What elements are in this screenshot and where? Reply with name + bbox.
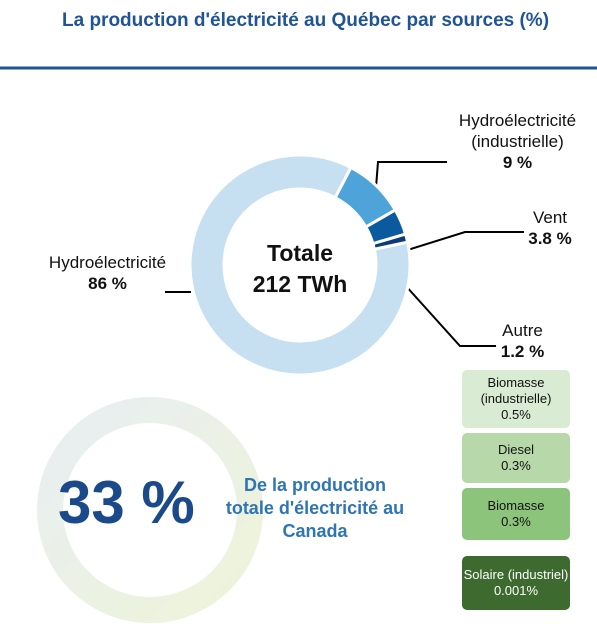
breakdown-box: Solaire (industriel) 0.001%	[462, 556, 570, 610]
slice-label: Autre 1.2 %	[480, 320, 565, 362]
slice-label: Vent 3.8 %	[505, 207, 595, 249]
slice-name: Vent	[532, 208, 568, 227]
donut	[188, 153, 412, 377]
donut-slice	[371, 232, 410, 251]
breakdown-value: 0.3%	[501, 458, 531, 473]
breakdown-value: 0.5%	[501, 407, 531, 422]
breakdown-name: Biomasse (industrielle)	[480, 375, 552, 406]
decor-ring	[37, 397, 263, 623]
center-line: Totale	[266, 240, 334, 266]
slice-value: 86 %	[88, 274, 127, 293]
breakdown-name: Biomasse	[487, 498, 545, 513]
breakdown-value: 0.3%	[501, 514, 531, 529]
center-line: 212 TWh	[252, 271, 348, 297]
breakdown-box: Biomasse (industrielle) 0.5%	[462, 370, 570, 428]
breakdown-name: Solaire (industriel)	[463, 567, 569, 582]
breakdown-box: Diesel 0.3%	[462, 433, 570, 483]
breakdown-box: Biomasse 0.3%	[462, 488, 570, 540]
center-label: Totale 212 TWh	[240, 238, 360, 300]
highlight-text: De la production totale d'électricité au…	[225, 475, 405, 541]
breakdown-name: Diesel	[497, 442, 535, 457]
slice-value: 1.2 %	[500, 342, 545, 361]
slice-name: Autre	[502, 321, 543, 340]
slice-name: Hydroélectricité	[48, 253, 167, 272]
donut-slice	[188, 153, 412, 377]
chart-title: La production d'électricité au Québec pa…	[62, 10, 550, 31]
slice-label: Hydroélectricité 86 %	[20, 252, 195, 294]
highlight-value: 33 %	[58, 469, 195, 536]
slice-label: Hydroélectricité (industrielle) 9 %	[440, 110, 595, 173]
slice-value: 3.8 %	[528, 229, 572, 248]
breakdown-value: 0.001%	[493, 583, 539, 598]
slice-name: Hydroélectricité (industrielle)	[458, 111, 577, 151]
slice-value: 9 %	[502, 153, 533, 172]
leader-line	[404, 284, 496, 347]
